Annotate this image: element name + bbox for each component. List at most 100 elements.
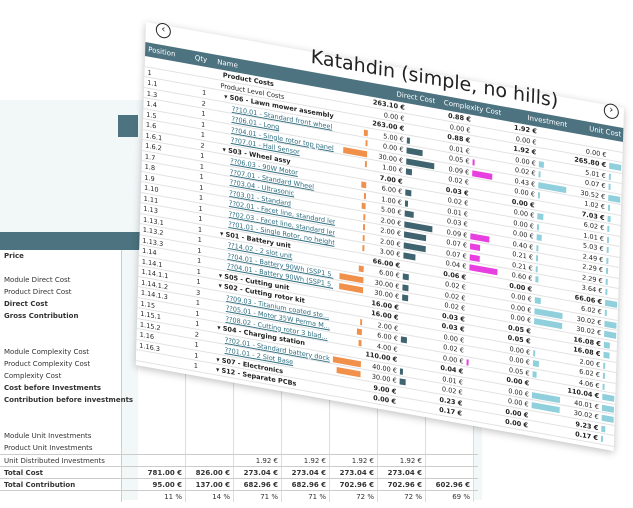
unit-cost-bar xyxy=(536,234,542,241)
unit-cost-mini-bar xyxy=(607,225,610,233)
unit-cost-mini-bar xyxy=(605,278,608,285)
row-value xyxy=(186,394,234,406)
unit-cost-mini-bar xyxy=(608,194,621,203)
investment-bar xyxy=(470,232,490,243)
direct-cost-bar xyxy=(361,202,366,210)
unit-cost-bar xyxy=(535,265,538,272)
row-value xyxy=(426,442,474,454)
row-value xyxy=(378,442,426,454)
row-label: Price xyxy=(0,250,122,262)
unit-cost-mini-bar xyxy=(601,425,606,432)
row-value: 702.96 € xyxy=(330,479,378,490)
unit-cost-bar xyxy=(532,360,539,368)
row-value: 72 % xyxy=(330,491,378,502)
direct-cost-bar xyxy=(365,139,368,147)
unit-cost-mini-bar xyxy=(601,404,615,413)
direct-cost-bar xyxy=(358,265,364,273)
unit-cost-mini-bar xyxy=(602,372,606,380)
unit-cost-bar xyxy=(533,349,536,356)
row-value xyxy=(330,442,378,454)
unit-cost-bar xyxy=(532,370,537,378)
direct-cost-bar xyxy=(357,328,362,336)
row-value xyxy=(426,467,474,478)
direct-cost-bar xyxy=(361,181,367,189)
row-label: Gross Contribution xyxy=(0,310,122,322)
row-value xyxy=(138,370,186,382)
complexity-bar xyxy=(402,283,409,291)
complexity-bar xyxy=(399,378,406,386)
row-value xyxy=(138,406,186,418)
row-value: 137.00 € xyxy=(186,479,234,490)
unit-cost-bar xyxy=(536,223,539,230)
row-label xyxy=(0,418,122,430)
row-value xyxy=(234,442,282,454)
row-label xyxy=(0,406,122,418)
row-value xyxy=(378,418,426,430)
row-value: 14 % xyxy=(186,491,234,502)
row-value: 71 % xyxy=(234,491,282,502)
investment-bar xyxy=(466,358,470,366)
row-value: 72 % xyxy=(378,491,426,502)
background-table-header xyxy=(0,232,140,250)
unit-cost-mini-bar xyxy=(604,309,608,317)
complexity-bar xyxy=(404,199,409,207)
complexity-bar xyxy=(405,189,412,197)
row-label: Total Contribution xyxy=(0,479,122,490)
unit-cost-mini-bar xyxy=(602,393,615,402)
row-value xyxy=(186,442,234,454)
complexity-bar xyxy=(404,210,415,219)
row-value xyxy=(282,406,330,418)
chevron-left-icon[interactable]: ‹ xyxy=(155,21,172,40)
row-label xyxy=(0,262,122,274)
row-label: Module Direct Cost xyxy=(0,274,122,286)
unit-cost-mini-bar xyxy=(606,257,608,264)
unit-cost-mini-bar xyxy=(607,215,611,222)
background-row: Module Unit Investments xyxy=(0,430,478,442)
row-value: 702.96 € xyxy=(378,479,426,490)
complexity-bar xyxy=(403,252,416,261)
row-value: 273.04 € xyxy=(378,467,426,478)
row-value: 682.96 € xyxy=(282,479,330,490)
row-value: 71 % xyxy=(282,491,330,502)
unit-bar-small xyxy=(600,434,614,446)
unit-cost-mini-bar xyxy=(603,362,605,369)
background-row: Product Unit Investments xyxy=(0,442,478,454)
direct-cost-bar xyxy=(358,339,362,346)
row-value xyxy=(138,430,186,442)
unit-cost-bar xyxy=(534,297,541,305)
row-label: Complexity Cost xyxy=(0,370,122,382)
unit-cost-mini-bar xyxy=(607,204,610,211)
unit-cost-bar xyxy=(537,213,544,221)
direct-cost-bar xyxy=(362,223,366,231)
row-label: Product Complexity Cost xyxy=(0,358,122,370)
direct-cost-bar xyxy=(362,234,365,241)
unit-cost-mini-bar xyxy=(606,236,609,243)
row-value: 781.00 € xyxy=(138,467,186,478)
row-value xyxy=(426,430,474,442)
unit-cost-bar xyxy=(537,192,540,199)
row-value xyxy=(234,418,282,430)
row-value: 1.92 € xyxy=(378,455,426,466)
unit-cost-mini-bar xyxy=(603,341,611,349)
row-label: Contribution before investments xyxy=(0,394,133,406)
row-value: 1.92 € xyxy=(234,455,282,466)
row-value xyxy=(330,430,378,442)
row-value: 273.04 € xyxy=(234,467,282,478)
row-label: Module Complexity Cost xyxy=(0,346,122,358)
row-value: 11 % xyxy=(138,491,186,502)
direct-cost-bar xyxy=(360,318,363,325)
row-value xyxy=(426,455,474,466)
row-value xyxy=(234,406,282,418)
direct-cost-bar xyxy=(363,192,367,199)
background-row: 11 % 14 % 71 % 71 % 72 % 72 % 69 % xyxy=(0,490,478,502)
unit-cost-bar xyxy=(538,160,544,168)
row-value xyxy=(330,406,378,418)
background-row: Total Contribution 95.00 €137.00 € 682.96 … xyxy=(0,478,478,490)
chevron-right-icon[interactable]: › xyxy=(603,102,620,121)
row-value: 69 % xyxy=(426,491,474,502)
unit-cost-mini-bar xyxy=(604,330,617,339)
complexity-bar xyxy=(406,147,423,157)
row-label: Unit Distributed Investments xyxy=(0,455,122,466)
row-value xyxy=(138,442,186,454)
row-value: 95.00 € xyxy=(138,479,186,490)
